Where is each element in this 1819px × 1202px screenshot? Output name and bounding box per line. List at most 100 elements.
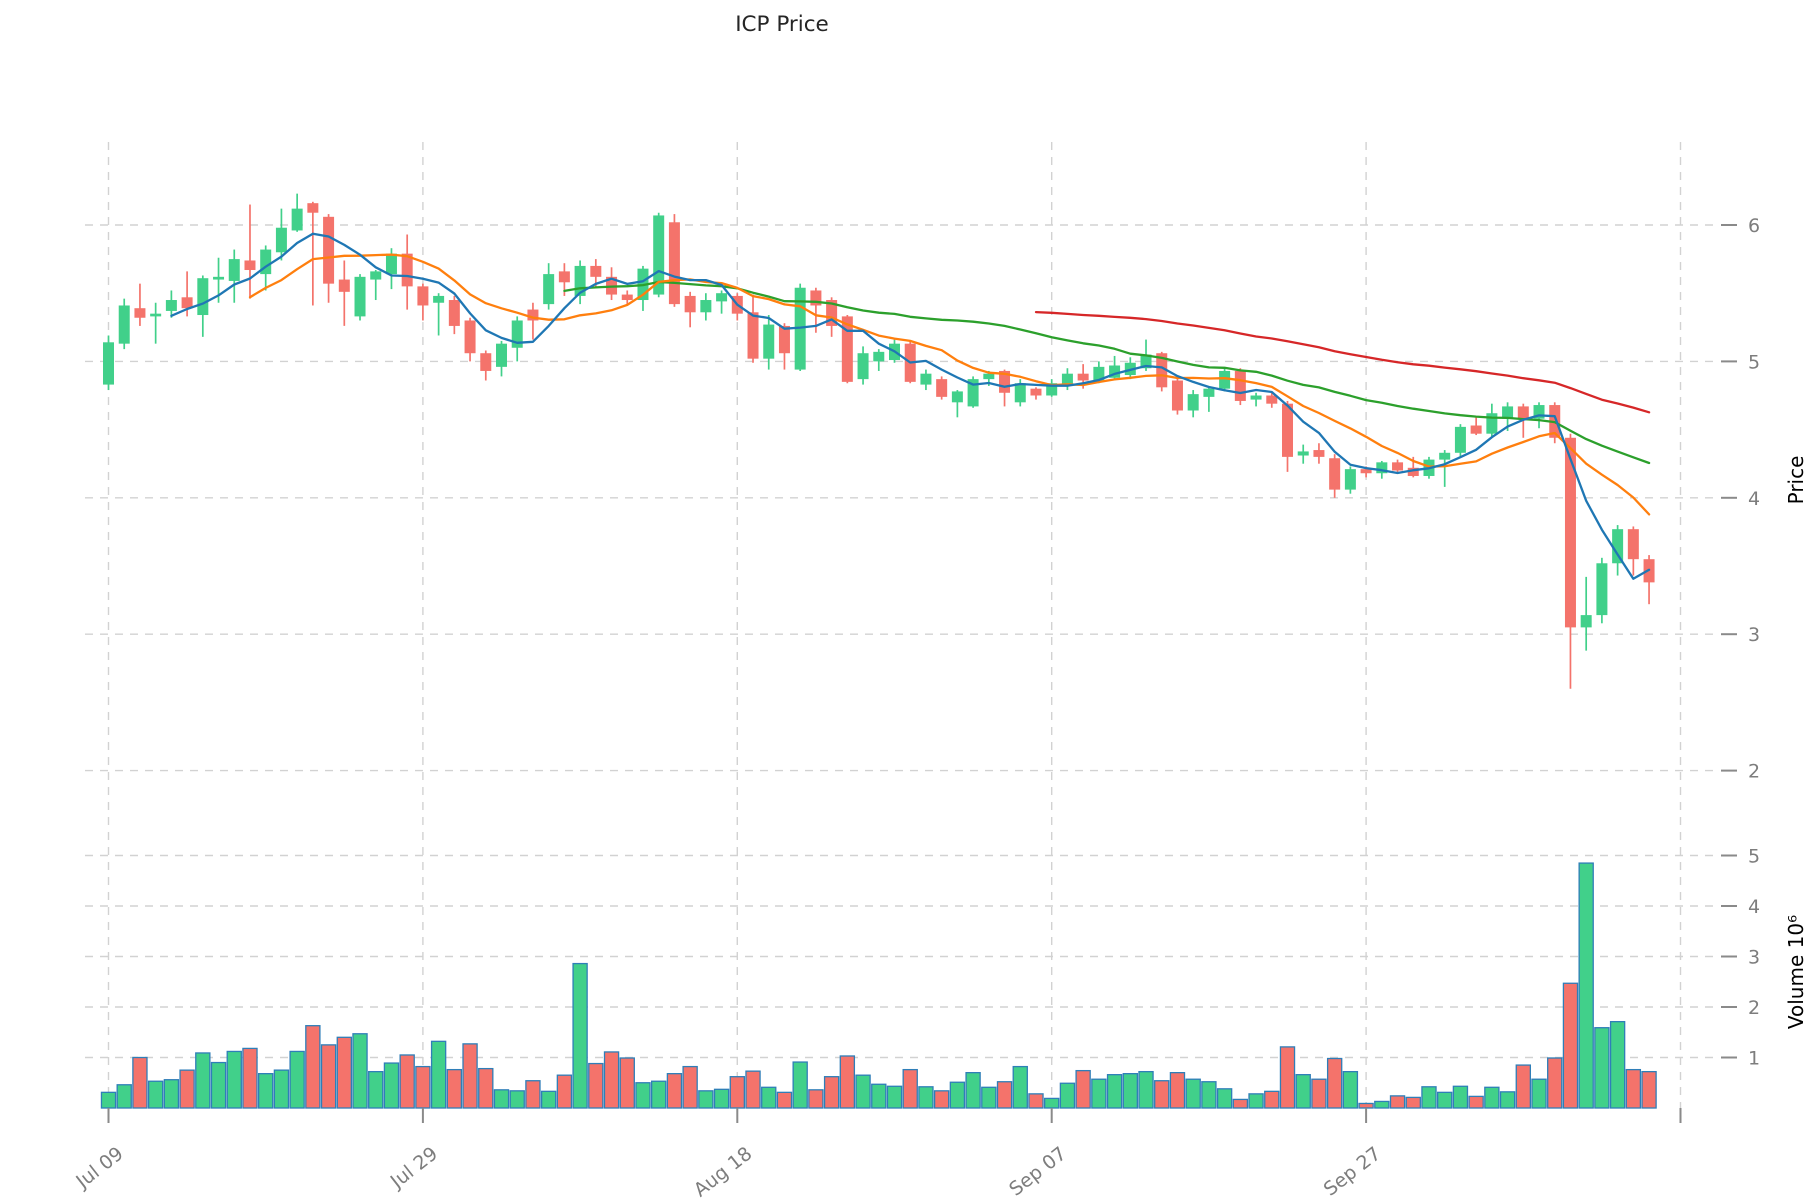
volume-bar xyxy=(100,1091,117,1109)
candle-body xyxy=(1140,354,1152,369)
volume-bar xyxy=(886,1085,903,1109)
candle-body xyxy=(1376,462,1388,474)
volume-bar xyxy=(1169,1072,1186,1109)
volume-axis-label: Volume 10⁶ xyxy=(1784,915,1808,1029)
volume-tick-label: 5 xyxy=(1748,846,1760,868)
volume-bar xyxy=(635,1082,651,1109)
price-tick-label: 3 xyxy=(1748,624,1760,646)
volume-bar xyxy=(446,1068,463,1109)
volume-bar xyxy=(965,1072,981,1109)
volume-bar xyxy=(698,1090,714,1109)
candle-body xyxy=(1344,469,1356,490)
volume-bar xyxy=(1122,1073,1139,1109)
volume-bar xyxy=(273,1069,290,1109)
candle-body xyxy=(307,203,319,213)
volume-bar xyxy=(823,1076,840,1109)
volume-bar xyxy=(996,1081,1013,1109)
moving-average-lines xyxy=(170,232,1651,580)
candle-body xyxy=(291,208,303,231)
volume-bar xyxy=(1374,1100,1390,1109)
volume-bar xyxy=(210,1061,227,1109)
price-tick-label: 4 xyxy=(1748,488,1760,510)
candle-body xyxy=(1470,425,1482,434)
volume-bar xyxy=(1311,1078,1327,1109)
volume-bar xyxy=(179,1069,195,1109)
volume-bar xyxy=(918,1086,934,1109)
volume-bar xyxy=(383,1062,400,1109)
candle-body xyxy=(1171,380,1183,411)
ma-30-line xyxy=(563,280,1651,465)
candle-body xyxy=(1250,395,1262,400)
volume-bar xyxy=(1075,1069,1091,1109)
volume-bar xyxy=(981,1086,997,1109)
candle-body xyxy=(684,295,696,313)
volume-bar xyxy=(1625,1068,1642,1109)
candle-body xyxy=(1219,370,1231,389)
date-tick-label: Jul 09 xyxy=(71,1143,127,1194)
volume-bar xyxy=(855,1074,871,1109)
volume-bar xyxy=(352,1033,368,1109)
volume-tick-label: 4 xyxy=(1748,896,1760,918)
volume-bar xyxy=(666,1073,683,1109)
candle-body xyxy=(763,324,775,359)
volume-bar xyxy=(147,1080,164,1109)
volume-bar xyxy=(1138,1070,1154,1109)
volume-bar xyxy=(1421,1086,1437,1109)
candle-body xyxy=(103,342,114,385)
ma-60-line xyxy=(1034,310,1651,414)
volume-bar xyxy=(933,1090,950,1109)
candle-body xyxy=(527,309,539,321)
volume-bar xyxy=(1389,1095,1406,1109)
gridlines xyxy=(85,142,1718,1108)
volume-bar xyxy=(1279,1046,1296,1109)
price-tick-label: 5 xyxy=(1748,351,1760,373)
candle-body xyxy=(810,290,822,306)
volume-bar xyxy=(1044,1097,1060,1109)
volume-tick-label: 2 xyxy=(1748,997,1760,1019)
volume-bar xyxy=(368,1070,384,1109)
volume-bar xyxy=(1342,1070,1359,1109)
volume-bar xyxy=(839,1055,856,1109)
date-tick-label: Jul 29 xyxy=(386,1143,442,1194)
candle-body xyxy=(700,300,712,313)
volume-bar xyxy=(572,962,588,1109)
volume-bar xyxy=(1012,1065,1028,1109)
candle-body xyxy=(999,370,1011,393)
volume-bar xyxy=(242,1047,258,1109)
volume-bar xyxy=(1547,1057,1563,1109)
candle-body xyxy=(1313,450,1325,457)
candle-body xyxy=(1596,563,1608,616)
volume-bar xyxy=(651,1080,667,1109)
candle-body xyxy=(668,222,680,305)
candle-body xyxy=(1046,383,1058,396)
volume-bar xyxy=(776,1091,793,1109)
candle-body xyxy=(826,300,838,326)
volume-bar xyxy=(525,1080,541,1109)
volume-bar xyxy=(949,1081,966,1109)
candle-body xyxy=(1282,403,1293,457)
volume-bar xyxy=(1468,1095,1484,1109)
volume-bar xyxy=(1452,1085,1469,1109)
volume-bar xyxy=(1248,1093,1264,1109)
volume-bar xyxy=(1232,1098,1249,1109)
candle-body xyxy=(1077,373,1089,381)
price-axis-label: Price xyxy=(1784,456,1808,505)
volume-bar xyxy=(226,1050,242,1109)
volume-bar xyxy=(430,1040,447,1109)
volume-bar xyxy=(808,1089,824,1109)
volume-bar xyxy=(1106,1074,1123,1109)
candle-body xyxy=(165,300,177,311)
candle-body xyxy=(1093,366,1105,381)
volume-bar xyxy=(902,1068,918,1109)
candle-body xyxy=(716,293,728,302)
candle-body xyxy=(448,300,460,326)
volume-bar xyxy=(588,1062,604,1109)
candle-body xyxy=(1234,370,1246,401)
candle-body xyxy=(1014,383,1026,403)
candle-body xyxy=(951,391,963,403)
candle-body xyxy=(417,286,429,306)
volume-bar xyxy=(540,1090,557,1109)
volume-bar xyxy=(556,1074,573,1109)
volume-bar xyxy=(713,1088,730,1109)
